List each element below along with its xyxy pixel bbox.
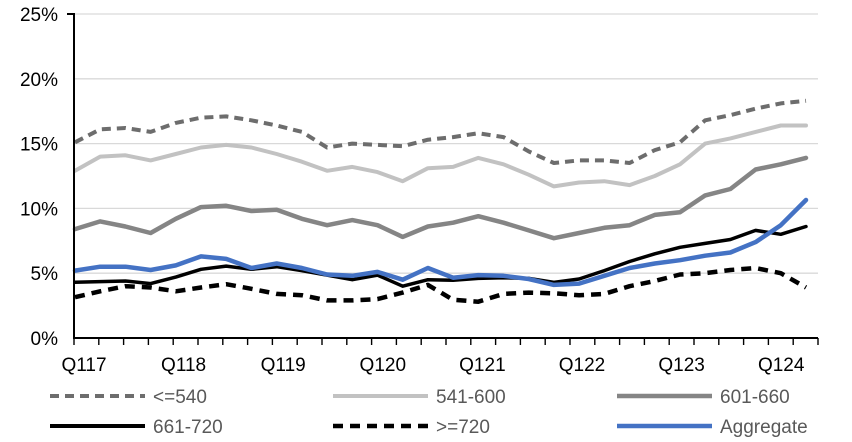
x-tick-label: Q120 — [360, 355, 406, 376]
series-line-541-600 — [73, 123, 808, 189]
series-line-601-660 — [72, 155, 809, 241]
legend-label: 541-600 — [436, 387, 506, 408]
legend-label: 661-720 — [153, 417, 223, 438]
legend-label: Aggregate — [720, 417, 808, 438]
axes — [67, 13, 819, 345]
y-tick-label: 25% — [20, 5, 58, 26]
x-tick-label: Q122 — [559, 355, 605, 376]
y-tick-label: 10% — [20, 199, 58, 220]
y-tick-label: 20% — [20, 70, 58, 91]
x-tick-label: Q121 — [459, 355, 505, 376]
x-tick-label: Q123 — [658, 355, 704, 376]
x-tick-label: Q124 — [758, 355, 805, 376]
legend-label: >=720 — [436, 417, 490, 438]
legend-item--720: >=720 — [333, 417, 490, 438]
legend-item-541-600: 541-600 — [333, 387, 506, 408]
y-tick-label: 15% — [20, 135, 58, 156]
y-tick-label: 0% — [31, 329, 59, 350]
series-line--720 — [74, 265, 808, 304]
legend-item--540: <=540 — [50, 387, 207, 408]
y-tick-label: 5% — [31, 264, 59, 285]
x-tick-label: Q119 — [261, 355, 306, 376]
chart-legend: <=540 541-600 601-660 661-720 >=720 Aggregate — [50, 387, 808, 438]
series-line-661-720 — [73, 224, 808, 288]
legend-item-601-660: 601-660 — [617, 387, 790, 408]
legend-label: <=540 — [153, 387, 207, 408]
x-tick-label: Q117 — [61, 355, 106, 376]
legend-label: 601-660 — [720, 387, 790, 408]
legend-item-aggregate: Aggregate — [617, 417, 808, 438]
series-line--540 — [74, 98, 807, 165]
x-tick-label: Q118 — [161, 355, 206, 376]
axis-labels: 0% 5% 10% 15% 20% 25% Q117 Q118 Q119 Q120 Q121 Q122… — [20, 5, 805, 376]
series-line-aggregate — [72, 197, 809, 288]
series-lines — [72, 98, 809, 304]
legend-item-661-720: 661-720 — [50, 417, 223, 438]
